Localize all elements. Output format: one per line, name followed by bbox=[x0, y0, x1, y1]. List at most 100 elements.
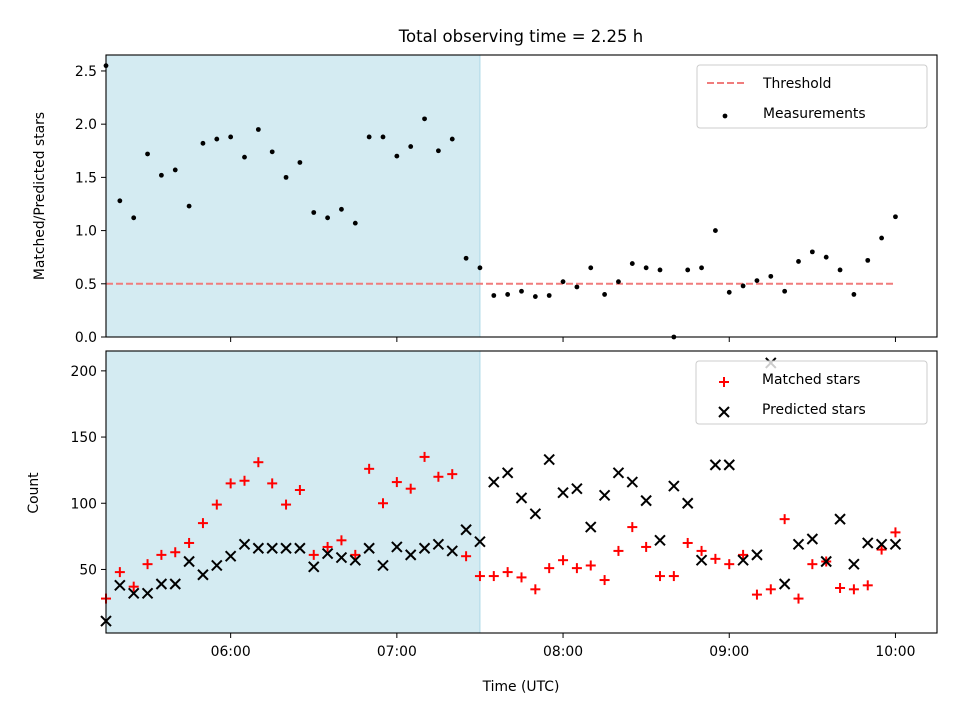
x-tick-label: 10:00 bbox=[875, 644, 915, 660]
matched-star-point bbox=[184, 537, 195, 548]
predicted-star-point bbox=[488, 476, 500, 488]
matched-star-point bbox=[738, 549, 749, 560]
shaded-observing-interval bbox=[106, 351, 480, 633]
matched-star-point bbox=[170, 547, 181, 558]
chart-title: Total observing time = 2.25 h bbox=[398, 27, 643, 46]
matched-star-point bbox=[474, 571, 485, 582]
measurement-point bbox=[311, 210, 317, 215]
measurement-point bbox=[352, 220, 358, 226]
top-y-axis-label: Matched/Predicted stars bbox=[32, 112, 48, 280]
measurement-point bbox=[131, 215, 137, 221]
predicted-star-point bbox=[695, 554, 708, 566]
predicted-star-point bbox=[238, 538, 251, 551]
measurement-point bbox=[546, 293, 552, 298]
measurement-point bbox=[449, 136, 455, 142]
matched-star-point bbox=[668, 571, 679, 582]
legend-label: Matched stars bbox=[762, 372, 860, 388]
legend-predicted-swatch bbox=[718, 406, 730, 418]
matched-star-point bbox=[350, 549, 361, 560]
matched-star-point bbox=[848, 584, 859, 595]
legend-label: Threshold bbox=[762, 76, 831, 92]
predicted-star-point bbox=[474, 535, 486, 548]
predicted-star-point bbox=[349, 554, 362, 566]
predicted-star-point bbox=[626, 476, 639, 488]
measurement-point bbox=[768, 273, 774, 279]
measurement-point bbox=[505, 292, 511, 297]
measurement-point bbox=[560, 279, 566, 285]
predicted-star-point bbox=[778, 578, 791, 590]
measurement-point bbox=[629, 261, 635, 266]
matched-star-point bbox=[613, 545, 624, 556]
x-axis-label: Time (UTC) bbox=[482, 679, 560, 695]
predicted-star-point bbox=[723, 459, 735, 471]
y-tick-label: 50 bbox=[79, 562, 97, 578]
y-tick-label: 100 bbox=[70, 496, 97, 512]
matched-star-point bbox=[585, 560, 596, 571]
predicted-star-point bbox=[529, 508, 542, 520]
matched-star-point bbox=[530, 584, 541, 595]
matched-star-point bbox=[225, 478, 236, 489]
legend-measurements-swatch bbox=[722, 113, 728, 119]
matched-star-point bbox=[751, 589, 762, 600]
x-tick-label: 07:00 bbox=[377, 644, 417, 660]
legend-matched-swatch bbox=[719, 377, 729, 387]
matched-star-point bbox=[779, 514, 790, 525]
predicted-star-point bbox=[432, 538, 445, 551]
x-axis bbox=[230, 337, 896, 342]
predicted-star-point bbox=[668, 480, 680, 492]
axes-frame bbox=[105, 350, 938, 634]
predicted-star-point bbox=[197, 569, 209, 581]
y-axis: 50 100 150 200 bbox=[70, 364, 106, 578]
y-tick-label: 150 bbox=[70, 430, 97, 446]
predicted-star-point bbox=[709, 459, 722, 471]
y-tick-label: 0.5 bbox=[75, 277, 97, 293]
predicted-star-point bbox=[640, 494, 652, 507]
measurement-point bbox=[408, 144, 414, 149]
predicted-star-point bbox=[875, 538, 888, 551]
measurement-point bbox=[657, 267, 663, 273]
predicted-star-point bbox=[224, 550, 237, 562]
measurement-point bbox=[754, 278, 760, 283]
legend-label: Measurements bbox=[763, 106, 866, 122]
matched-star-point bbox=[655, 571, 665, 582]
predicted-star-point bbox=[834, 513, 846, 525]
legend-label: Predicted stars bbox=[762, 402, 866, 418]
predicted-star-point bbox=[543, 453, 555, 466]
predicted-star-point bbox=[446, 545, 458, 557]
matched-star-point bbox=[710, 553, 721, 564]
measurement-point bbox=[796, 259, 801, 264]
predicted-star-point bbox=[598, 489, 611, 502]
predicted-star-point bbox=[363, 542, 375, 554]
matched-star-point bbox=[571, 563, 582, 574]
measurement-point bbox=[380, 134, 386, 140]
predicted-star-point bbox=[654, 534, 666, 547]
matched-star-point bbox=[433, 471, 444, 482]
measurement-point bbox=[172, 167, 178, 173]
predicted-star-point bbox=[862, 537, 874, 549]
matched-star-point bbox=[599, 575, 610, 586]
measurement-point bbox=[837, 267, 843, 273]
matched-star-point bbox=[461, 551, 472, 562]
predicted-star-point bbox=[848, 558, 860, 570]
measurement-point bbox=[186, 203, 192, 209]
measurement-point bbox=[893, 214, 898, 220]
predicted-star-point bbox=[889, 538, 902, 551]
measurement-point bbox=[394, 153, 400, 159]
matched-star-point bbox=[488, 571, 499, 582]
measurement-point bbox=[422, 116, 427, 122]
measurement-point bbox=[740, 283, 746, 289]
measurement-point bbox=[214, 136, 220, 142]
measurement-point bbox=[242, 154, 247, 160]
matched-star-point bbox=[267, 478, 278, 489]
predicted-star-point bbox=[294, 542, 306, 554]
measurement-point bbox=[200, 140, 206, 146]
measurement-point bbox=[865, 257, 871, 263]
matched-star-point bbox=[253, 457, 264, 468]
predicted-star-point bbox=[252, 542, 265, 554]
matched-star-point bbox=[447, 469, 458, 480]
y-axis: 0.0 0.5 1.0 1.5 2.0 2.5 bbox=[75, 64, 106, 346]
measurement-point bbox=[436, 148, 441, 154]
series-measurements bbox=[103, 63, 898, 340]
predicted-star-point bbox=[515, 492, 528, 504]
